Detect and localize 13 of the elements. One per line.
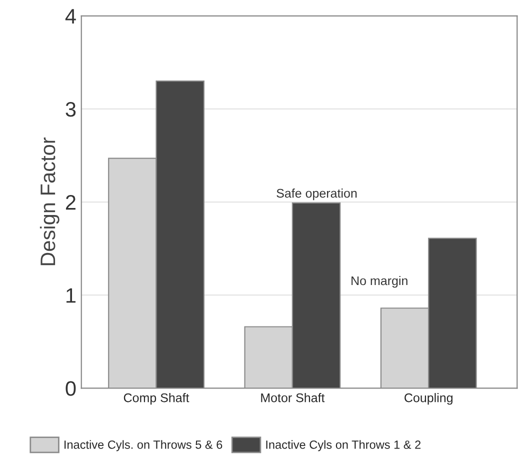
y-tick-label: 3 — [66, 102, 76, 117]
y-axis-title: Design Factor — [40, 138, 60, 266]
annotation: No margin — [352, 276, 408, 288]
x-tick-label: Motor Shaft — [261, 393, 325, 402]
legend-label: Inactive Cyls on Throws 1 & 2 — [266, 440, 421, 452]
annotation: Safe operation — [276, 188, 357, 200]
y-tick-label: 1 — [66, 288, 76, 303]
y-tick-label: 0 — [66, 381, 76, 396]
legend-label: Inactive Cyls. on Throws 5 & 6 — [64, 440, 222, 452]
y-tick-label: 2 — [66, 195, 76, 210]
x-tick-label: Coupling — [404, 393, 452, 405]
x-tick-label: Comp Shaft — [124, 393, 190, 405]
y-tick-label: 4 — [65, 9, 76, 24]
